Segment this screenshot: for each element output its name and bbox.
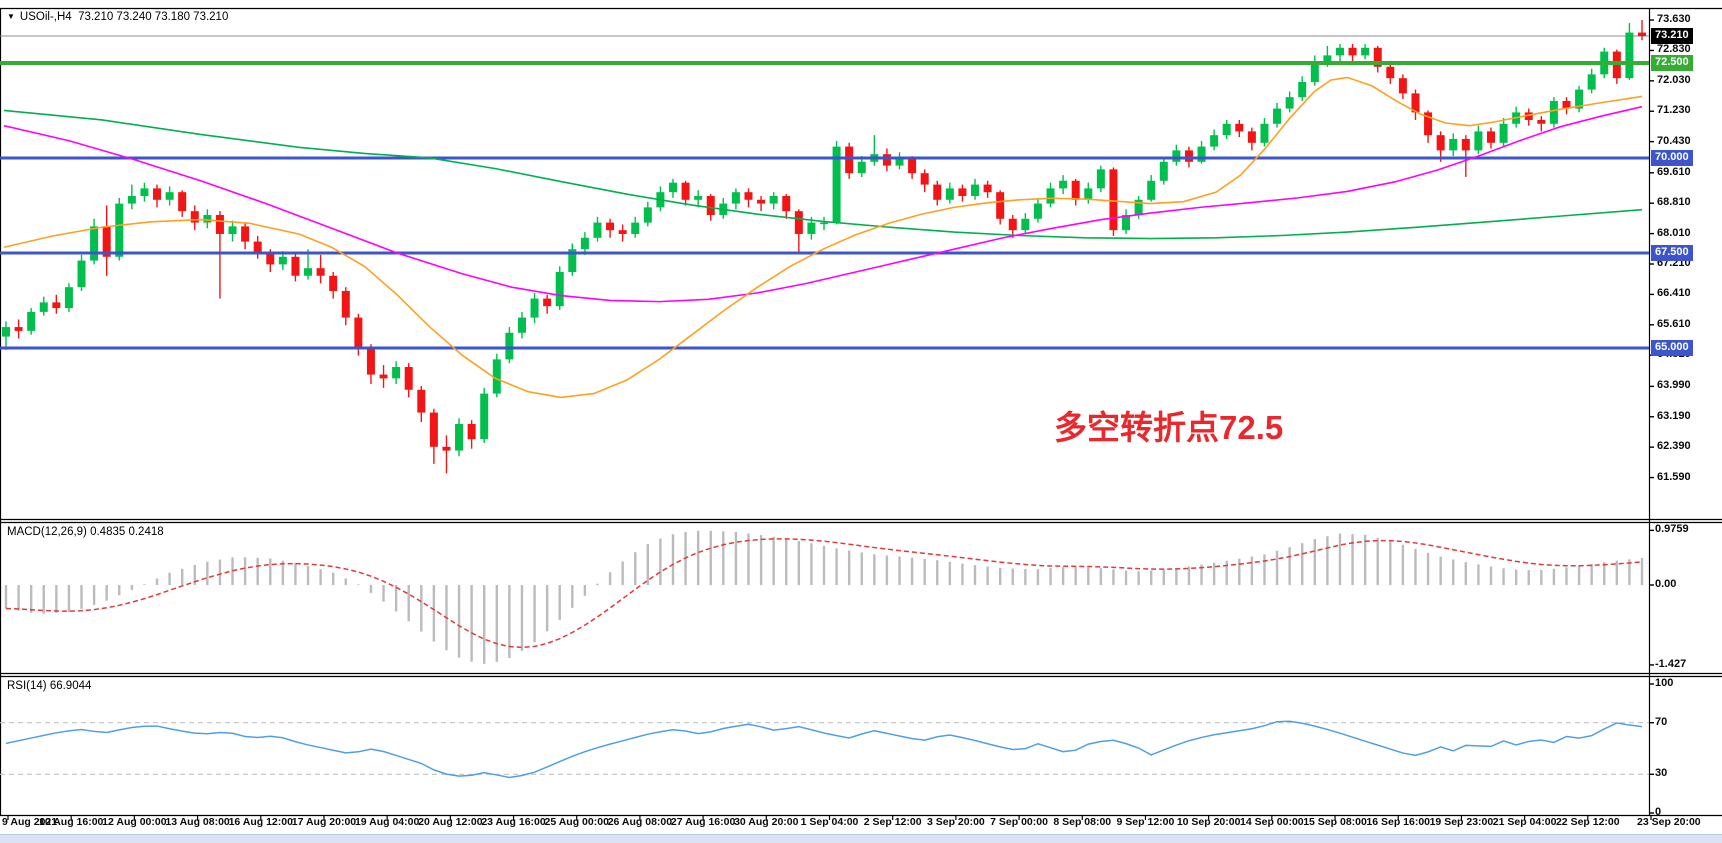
macd-panel[interactable] bbox=[0, 522, 1649, 673]
window-bottom-edge bbox=[0, 834, 1722, 843]
candles-layer bbox=[2, 20, 1646, 474]
symbol-dropdown-icon[interactable]: ▼ bbox=[7, 12, 15, 21]
rsi-line bbox=[5, 720, 1643, 779]
symbol-info: ▼ USOil-,H4 73.210 73.240 73.180 73.210 bbox=[7, 11, 228, 23]
main-chart-panel[interactable] bbox=[0, 8, 1649, 519]
mid-ma-magenta bbox=[3, 105, 1643, 303]
chart-annotation-text: 多空转折点72.5 bbox=[1054, 409, 1284, 446]
macd-indicator-label: MACD(12,26,9) 0.4835 0.2418 bbox=[7, 526, 164, 538]
fast-ma-orange bbox=[3, 76, 1643, 399]
slow-ma-green bbox=[3, 109, 1643, 240]
rsi-indicator-label: RSI(14) 66.9044 bbox=[7, 680, 92, 692]
macd-signal-line bbox=[5, 538, 1643, 649]
symbol-ohlc-text: USOil-,H4 73.210 73.240 73.180 73.210 bbox=[19, 11, 229, 23]
rsi-panel[interactable] bbox=[0, 676, 1649, 815]
